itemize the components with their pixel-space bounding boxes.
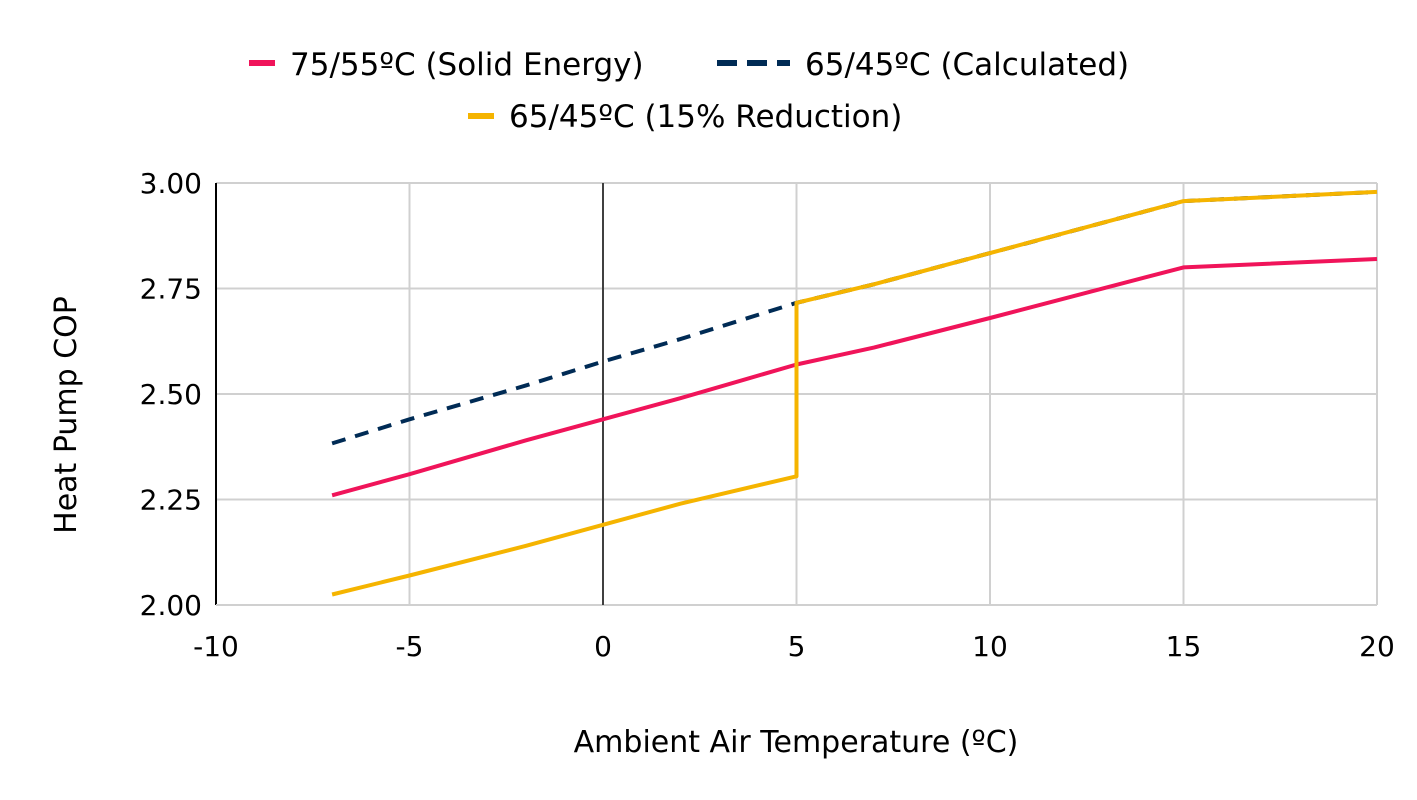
x-tick-label: -10 [193,630,239,663]
x-tick-label: -5 [396,630,424,663]
legend-label-solid-energy: 75/55ºC (Solid Energy) [290,47,644,83]
legend: 75/55ºC (Solid Energy) 65/45ºC (Calculat… [249,47,1129,135]
legend-label-calculated: 65/45ºC (Calculated) [805,47,1129,83]
axes [215,183,1377,606]
x-tick-label: 5 [788,630,806,663]
y-tick-label: 2.25 [140,484,202,517]
legend-label-15-reduction: 65/45ºC (15% Reduction) [509,99,902,135]
series-layer [331,189,1378,597]
series-line-1 [331,189,1378,446]
tick-labels: 2.00 2.25 2.50 2.75 3.00 -10 -5 0 5 10 15 20 [140,167,1395,663]
x-axis-title: Ambient Air Temperature (ºC) [574,725,1019,760]
x-tick-label: 20 [1359,630,1395,663]
y-tick-label: 2.50 [140,378,202,411]
y-axis-title: Heat Pump COP [49,296,84,534]
x-tick-label: 15 [1166,630,1202,663]
legend-entry-solid-energy: 75/55ºC (Solid Energy) [249,47,644,83]
x-tick-label: 10 [972,630,1008,663]
y-tick-label: 3.00 [140,167,202,200]
legend-entry-15-reduction: 65/45ºC (15% Reduction) [468,99,902,135]
legend-entry-calculated: 65/45ºC (Calculated) [717,47,1129,83]
series-line-0 [331,257,1378,498]
series-line-2 [331,189,1378,597]
y-tick-label: 2.00 [140,589,202,622]
x-tick-label: 0 [594,630,612,663]
y-tick-label: 2.75 [140,273,202,306]
